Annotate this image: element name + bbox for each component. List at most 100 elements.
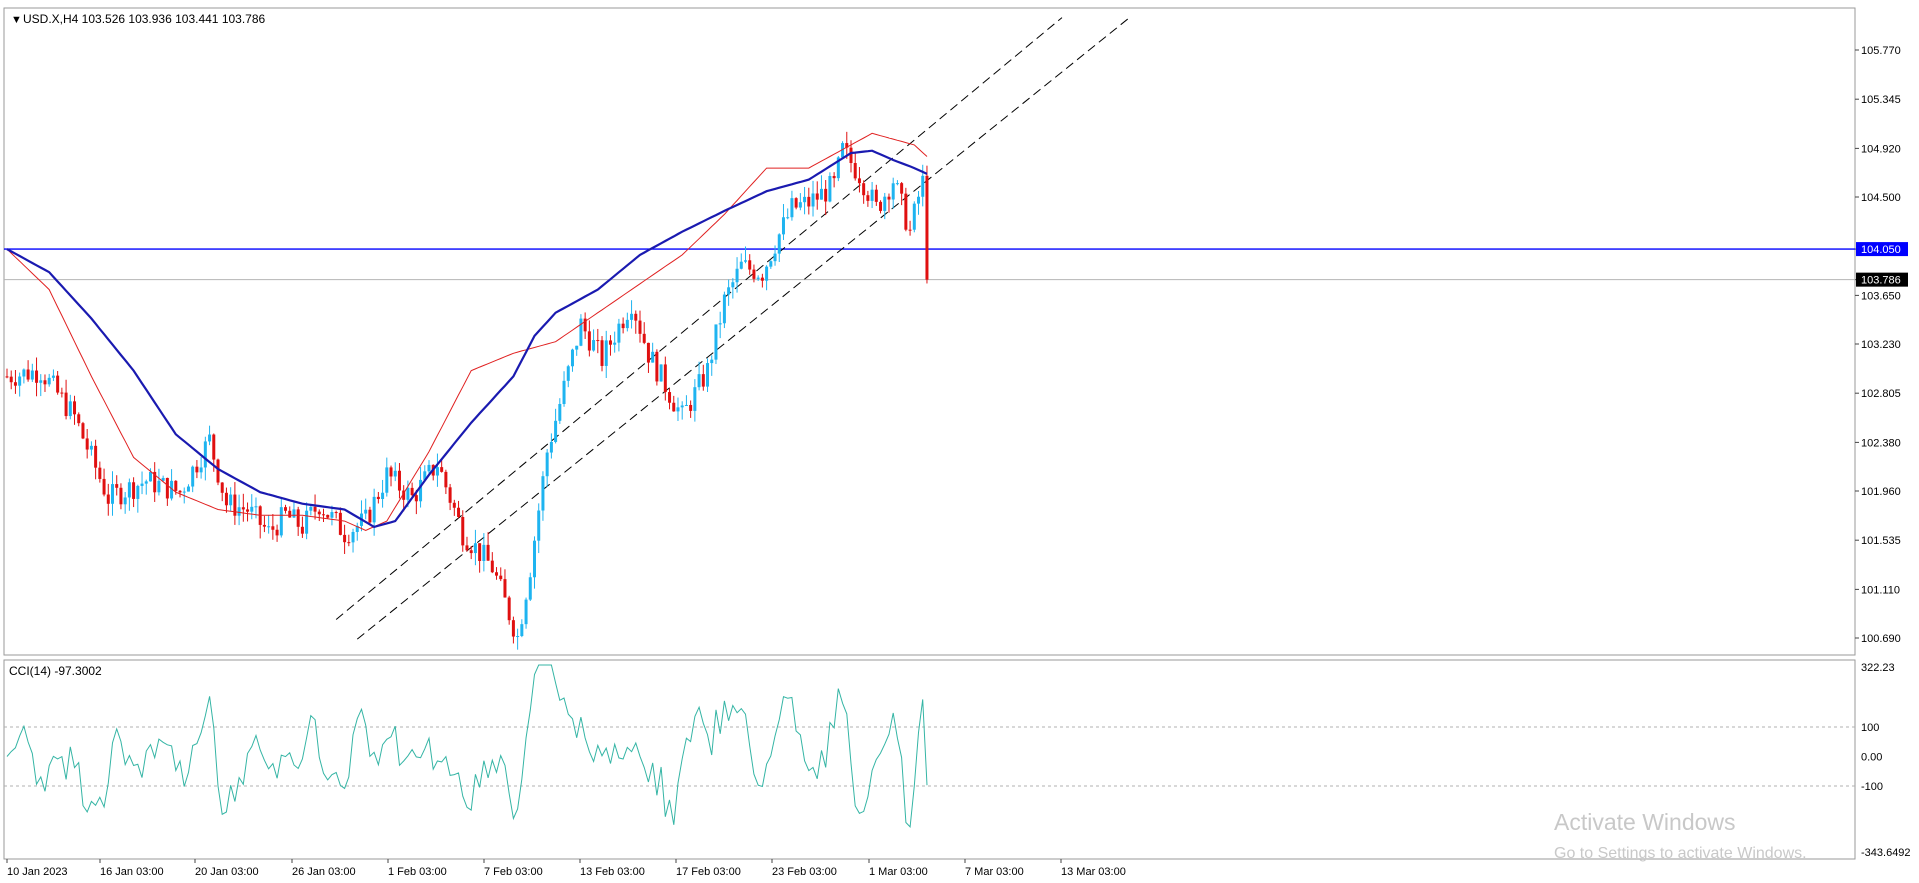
cci-header: CCI(14) -97.3002: [9, 664, 102, 678]
candle: [904, 187, 908, 232]
candle: [600, 336, 604, 372]
candle: [596, 328, 600, 354]
candle: [765, 265, 769, 291]
candle: [279, 498, 283, 538]
cci-series: 322.23 100 0.00 -100 -343.6492: [4, 662, 1911, 859]
candle: [47, 373, 51, 387]
candle: [587, 320, 591, 357]
candle: [81, 421, 85, 440]
time-tick-label: 13 Mar 03:00: [1061, 866, 1126, 878]
cci-panel: [3, 659, 1856, 860]
candle: [549, 433, 553, 459]
price-tick-label: 103.650: [1861, 290, 1901, 302]
price-axis: 105.770 105.345 104.920 104.500 104.050 103.7…: [1855, 45, 1908, 645]
candle: [680, 401, 684, 420]
candle: [608, 335, 612, 356]
candle: [305, 502, 309, 540]
time-tick-label: 7 Feb 03:00: [484, 866, 543, 878]
candle: [592, 329, 596, 352]
price-tick-label: 101.960: [1861, 486, 1901, 498]
candle: [870, 181, 874, 209]
candle: [199, 456, 203, 479]
candle: [60, 387, 64, 398]
candle: [343, 524, 347, 554]
candle: [710, 355, 714, 376]
candle: [440, 459, 444, 473]
time-axis: 10 Jan 2023 16 Jan 03:00 20 Jan 03:00 26 Ja…: [6, 859, 1126, 878]
candle: [56, 371, 60, 395]
candle: [790, 190, 794, 221]
cci-level-label: -343.6492: [1861, 847, 1911, 859]
candle: [807, 187, 811, 215]
price-tick-label: 105.770: [1861, 45, 1901, 57]
candle: [866, 190, 870, 207]
channel-line-2[interactable]: [356, 17, 1130, 640]
candle: [39, 374, 43, 397]
cci-level-label: -100: [1861, 781, 1883, 793]
candle: [490, 552, 494, 574]
candle: [148, 468, 152, 482]
candle: [533, 536, 536, 589]
candle: [237, 494, 241, 526]
candle: [13, 369, 17, 394]
candle: [355, 522, 359, 541]
candle: [275, 524, 279, 542]
candle: [786, 208, 790, 220]
candle: [482, 533, 486, 572]
candle: [461, 510, 465, 552]
candle: [507, 595, 511, 625]
candle: [925, 165, 929, 284]
candle: [663, 356, 667, 401]
candle: [912, 201, 916, 233]
candle: [271, 514, 275, 540]
candle: [64, 379, 68, 420]
candle: [773, 245, 777, 266]
candle: [457, 500, 461, 519]
cci-level-label: 100: [1861, 722, 1879, 734]
price-tick-label: 104.500: [1861, 192, 1901, 204]
candle: [224, 487, 228, 513]
candle: [157, 468, 161, 496]
candle: [642, 322, 646, 345]
candle: [883, 192, 887, 220]
candle: [330, 505, 334, 526]
price-tick-label: 102.380: [1861, 437, 1901, 449]
candle: [115, 475, 119, 496]
candle: [435, 453, 439, 487]
time-tick-label: 17 Feb 03:00: [676, 866, 741, 878]
candle: [917, 191, 921, 215]
candle: [769, 260, 773, 269]
candle: [672, 395, 676, 412]
candle: [655, 349, 659, 386]
candle: [815, 181, 819, 210]
candle: [165, 477, 169, 506]
candle: [233, 482, 237, 525]
price-series: [4, 17, 1855, 650]
candle: [908, 220, 912, 236]
candle: [849, 140, 853, 173]
candle: [541, 471, 545, 521]
candle: [520, 619, 524, 638]
watermark-subtitle: Go to Settings to activate Windows.: [1554, 845, 1807, 862]
candle: [857, 167, 861, 193]
candle: [250, 494, 254, 520]
price-tick-label: 102.805: [1861, 388, 1901, 400]
channel-line-1[interactable]: [335, 17, 1063, 620]
candle: [583, 312, 587, 339]
candle: [220, 482, 224, 502]
candle: [68, 394, 72, 420]
candle: [309, 504, 313, 516]
candle: [748, 254, 752, 275]
candle: [26, 360, 30, 382]
candle: [841, 141, 845, 160]
candle: [288, 506, 292, 518]
candle: [444, 469, 448, 495]
candle: [524, 597, 528, 629]
candle: [646, 342, 650, 373]
candle: [503, 569, 507, 598]
candle: [832, 172, 836, 188]
candle: [739, 253, 743, 270]
candle: [722, 291, 726, 329]
candle: [427, 460, 431, 475]
price-tick-label: 104.050: [1861, 244, 1901, 256]
